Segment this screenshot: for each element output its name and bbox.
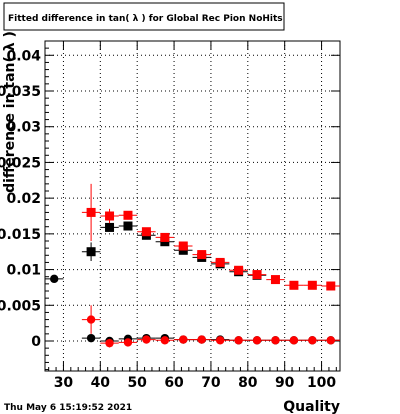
y-tick-label: 0.03 bbox=[6, 120, 41, 136]
series-1 bbox=[81, 183, 340, 291]
y-tick-label: 0.01 bbox=[6, 263, 41, 279]
data-point-circle bbox=[123, 338, 133, 347]
x-tick-label: 60 bbox=[164, 375, 184, 391]
data-point-circle bbox=[326, 336, 335, 345]
chart-title: Fitted difference in tan( λ ) for Global… bbox=[8, 14, 283, 24]
data-point-square bbox=[123, 210, 133, 220]
y-tick-label: 0.04 bbox=[6, 48, 41, 64]
x-tick-label: 90 bbox=[275, 375, 295, 391]
series-3 bbox=[81, 305, 340, 348]
data-point-square bbox=[105, 211, 115, 221]
y-tick-label: 0.015 bbox=[0, 227, 41, 243]
data-point-square bbox=[307, 280, 317, 290]
data-point-circle bbox=[234, 336, 243, 345]
data-point-circle bbox=[86, 315, 96, 324]
data-point-square bbox=[326, 281, 336, 291]
plot-frame bbox=[44, 40, 341, 372]
data-point-square bbox=[160, 232, 170, 242]
data-point-circle bbox=[271, 336, 280, 345]
data-point-circle bbox=[197, 335, 206, 344]
data-series bbox=[45, 183, 340, 348]
x-tick-label: 40 bbox=[91, 375, 111, 391]
x-tick-label: 100 bbox=[307, 375, 336, 391]
data-point-square bbox=[141, 227, 151, 237]
data-point-circle bbox=[179, 335, 188, 344]
x-tick-label: 70 bbox=[201, 375, 221, 391]
axes: 30 40 50 60 70 80 90 100 0 0.005 0.01 0.015 0.02 0.02… bbox=[0, 41, 340, 391]
data-point-square bbox=[289, 280, 299, 290]
title-box: Fitted difference in tan( λ ) for Global… bbox=[3, 2, 285, 31]
data-point-circle bbox=[160, 336, 170, 345]
data-point-circle bbox=[215, 336, 225, 345]
data-point-circle bbox=[252, 336, 262, 345]
y-tick-label: 0.02 bbox=[6, 191, 41, 207]
data-point-circle bbox=[308, 336, 317, 345]
data-point-square bbox=[86, 247, 96, 257]
x-tick-label: 30 bbox=[54, 375, 74, 391]
data-point-square bbox=[105, 222, 115, 232]
data-point-square bbox=[234, 265, 244, 275]
data-point-square bbox=[123, 221, 133, 231]
timestamp: Thu May 6 15:19:52 2021 bbox=[4, 403, 132, 413]
data-point-square bbox=[252, 270, 262, 280]
x-axis-label: Quality bbox=[283, 399, 340, 414]
data-point-circle bbox=[86, 333, 96, 343]
data-point-circle bbox=[289, 336, 299, 345]
data-point-square bbox=[215, 257, 225, 267]
y-tick-label: 0.005 bbox=[0, 298, 41, 314]
y-tick-label: 0 bbox=[31, 334, 41, 350]
x-tick-label: 50 bbox=[127, 375, 147, 391]
data-point-circle bbox=[105, 338, 114, 348]
data-point-circle bbox=[142, 335, 151, 344]
data-point-square bbox=[197, 250, 207, 260]
y-axis-label: difference in tan( λ ) bbox=[2, 31, 18, 193]
data-point-square bbox=[86, 207, 96, 217]
data-point-square bbox=[178, 241, 188, 251]
data-point-circle bbox=[50, 274, 59, 284]
x-tick-label: 80 bbox=[238, 375, 258, 391]
y-tick-label: 0.035 bbox=[0, 84, 41, 100]
data-point-square bbox=[270, 275, 280, 285]
y-tick-label: 0.025 bbox=[0, 155, 41, 171]
